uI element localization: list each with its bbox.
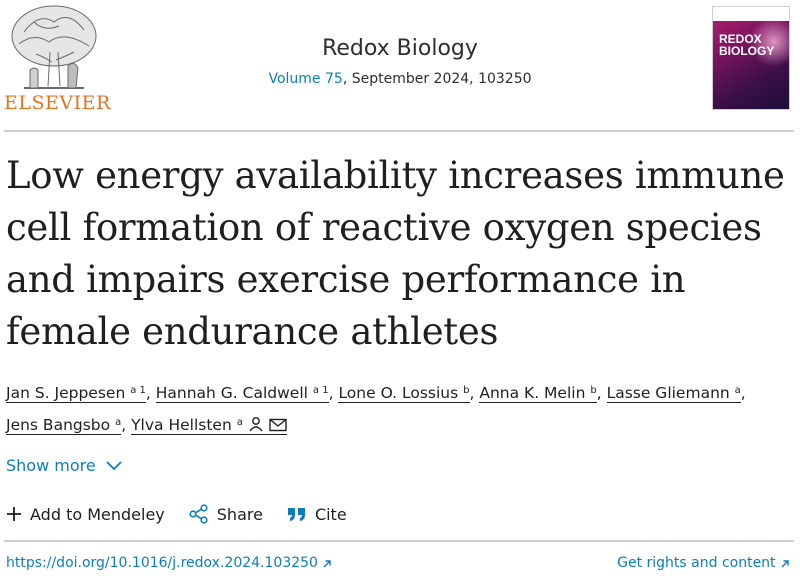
cite-button[interactable]: Cite <box>287 504 347 524</box>
volume-link[interactable]: Volume 75 <box>268 71 343 87</box>
tree-logo-icon <box>11 5 97 89</box>
share-button[interactable]: Share <box>189 504 263 524</box>
author-affiliation: a <box>115 417 122 428</box>
add-to-mendeley-button[interactable]: Add to Mendeley <box>6 504 165 524</box>
elsevier-tree-logo[interactable] <box>4 2 102 114</box>
journal-info: Redox Biology Volume 75, September 2024,… <box>250 36 550 88</box>
cite-label: Cite <box>314 504 347 524</box>
author-name: Hannah G. Caldwell <box>155 384 308 402</box>
header-divider <box>4 130 794 132</box>
cover-title-line1: REDOX <box>719 32 762 46</box>
rights-text: Get rights and content <box>617 555 776 571</box>
author-affiliation: b <box>463 385 470 396</box>
issue-info: , September 2024, 103250 <box>342 71 532 87</box>
cover-glow <box>749 17 789 67</box>
author-affiliation: a 1 <box>312 385 329 396</box>
article-actions: Add to Mendeley Share Cite <box>6 504 347 524</box>
publisher-name: ELSEVIER <box>4 92 111 114</box>
author-affiliation: a <box>236 417 243 428</box>
cover-title-line2: BIOLOGY <box>719 44 775 58</box>
show-more-label: Show more <box>6 456 96 475</box>
author-affiliation: a 1 <box>130 385 146 396</box>
author-link[interactable]: Hannah G. Caldwell a 1 <box>155 384 329 403</box>
author-link[interactable]: Jan S. Jeppesen a 1 <box>6 384 146 403</box>
author-name: Anna K. Melin <box>479 384 586 402</box>
author-link[interactable]: Jens Bangsbo a <box>6 416 122 435</box>
mendeley-label: Add to Mendeley <box>30 504 165 524</box>
plus-icon <box>7 507 21 521</box>
person-icon <box>249 417 263 432</box>
author-name: Jan S. Jeppesen <box>6 384 126 402</box>
author-link[interactable]: Ylva Hellsten a <box>131 416 287 435</box>
author-link[interactable]: Anna K. Melin b <box>479 384 597 403</box>
doi-link[interactable]: https://doi.org/10.1016/j.redox.2024.103… <box>6 555 332 571</box>
author-affiliation: b <box>590 385 597 396</box>
author-affiliation: a <box>734 385 741 396</box>
footer-divider <box>4 540 794 542</box>
author-link[interactable]: Lasse Gliemann a <box>606 384 741 403</box>
journal-title[interactable]: Redox Biology <box>322 36 478 61</box>
article-title: Low energy availability increases immune… <box>6 154 785 353</box>
doi-text: https://doi.org/10.1016/j.redox.2024.103… <box>6 555 318 571</box>
chevron-down-icon <box>106 460 122 470</box>
share-icon <box>189 504 208 524</box>
quote-icon <box>287 508 305 521</box>
arrow-up-right-icon <box>323 560 332 568</box>
share-label: Share <box>216 504 263 524</box>
get-rights-link[interactable]: Get rights and content <box>617 555 790 571</box>
journal-cover[interactable]: REDOX BIOLOGY <box>712 6 790 110</box>
author-name: Lone O. Lossius <box>338 384 459 402</box>
journal-meta: Volume 75, September 2024, 103250 <box>250 70 550 88</box>
arrow-up-right-icon <box>781 560 789 568</box>
author-link[interactable]: Lone O. Lossius b <box>338 384 470 403</box>
author-list: Jan S. Jeppesen a 1, Hannah G. Caldwell … <box>6 384 746 435</box>
show-more-button[interactable]: Show more <box>6 456 122 475</box>
article-header: ELSEVIER Redox Biology Volume 75, Septem… <box>0 0 800 128</box>
author-name: Ylva Hellsten <box>131 416 232 434</box>
cover-title: REDOX BIOLOGY <box>719 33 774 57</box>
author-name: Jens Bangsbo <box>6 416 111 434</box>
envelope-icon[interactable] <box>269 418 287 432</box>
author-name: Lasse Gliemann <box>606 384 730 402</box>
